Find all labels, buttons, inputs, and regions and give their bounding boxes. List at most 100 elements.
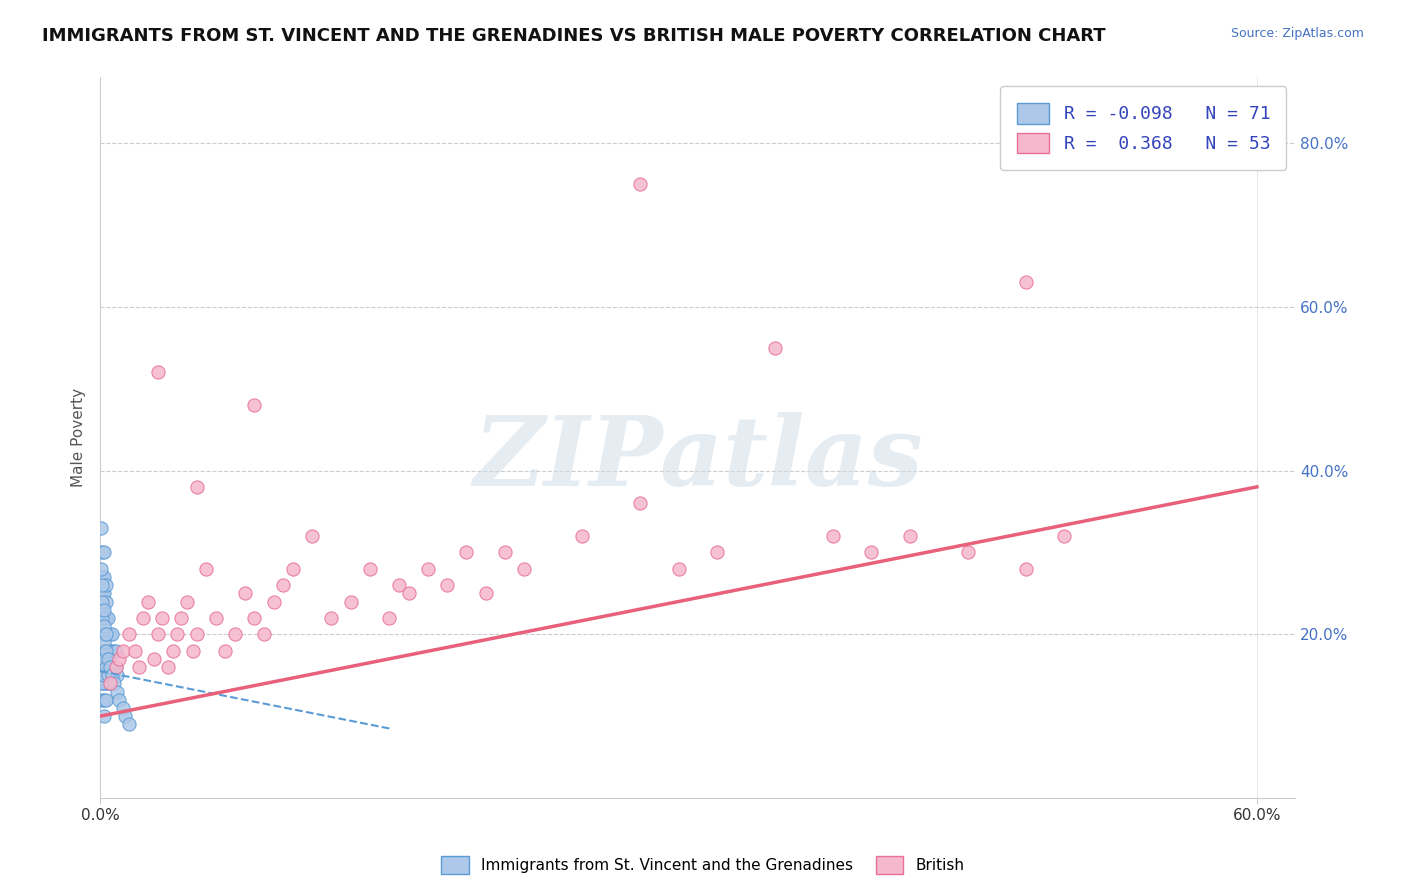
Point	[94, 627, 117, 641]
Point	[1014, 275, 1036, 289]
Point	[91, 660, 114, 674]
Point	[93, 545, 115, 559]
Point	[104, 660, 127, 674]
Point	[143, 652, 166, 666]
Point	[176, 594, 198, 608]
Point	[103, 676, 125, 690]
Point	[90, 521, 112, 535]
Point	[93, 660, 115, 674]
Point	[93, 603, 115, 617]
Point	[93, 668, 115, 682]
Point	[94, 676, 117, 690]
Point	[571, 529, 593, 543]
Point	[98, 676, 121, 690]
Point	[94, 594, 117, 608]
Point	[91, 578, 114, 592]
Point	[100, 668, 122, 682]
Point	[91, 676, 114, 690]
Point	[94, 643, 117, 657]
Point	[456, 545, 478, 559]
Point	[513, 562, 536, 576]
Point	[131, 611, 153, 625]
Point	[97, 643, 120, 657]
Point	[90, 562, 112, 576]
Point	[94, 660, 117, 674]
Point	[124, 643, 146, 657]
Point	[91, 643, 114, 657]
Point	[91, 660, 114, 674]
Point	[108, 693, 131, 707]
Legend: R = -0.098   N = 71, R =  0.368   N = 53: R = -0.098 N = 71, R = 0.368 N = 53	[1000, 87, 1286, 169]
Point	[668, 562, 690, 576]
Point	[214, 643, 236, 657]
Point	[359, 562, 381, 576]
Point	[93, 619, 115, 633]
Point	[98, 660, 121, 674]
Point	[94, 627, 117, 641]
Point	[93, 676, 115, 690]
Point	[91, 643, 114, 657]
Point	[170, 611, 193, 625]
Point	[224, 627, 246, 641]
Point	[91, 693, 114, 707]
Point	[97, 668, 120, 682]
Point	[93, 709, 115, 723]
Text: ZIPatlas: ZIPatlas	[472, 412, 922, 507]
Point	[628, 496, 651, 510]
Point	[1014, 562, 1036, 576]
Point	[93, 635, 115, 649]
Point	[93, 586, 115, 600]
Point	[146, 627, 169, 641]
Point	[97, 660, 120, 674]
Point	[146, 365, 169, 379]
Point	[91, 627, 114, 641]
Point	[93, 627, 115, 641]
Point	[93, 643, 115, 657]
Point	[91, 586, 114, 600]
Point	[388, 578, 411, 592]
Point	[416, 562, 439, 576]
Point	[100, 660, 122, 674]
Point	[263, 594, 285, 608]
Point	[243, 398, 266, 412]
Point	[166, 627, 188, 641]
Point	[128, 660, 150, 674]
Point	[271, 578, 294, 592]
Point	[860, 545, 883, 559]
Point	[301, 529, 323, 543]
Point	[398, 586, 420, 600]
Point	[94, 611, 117, 625]
Point	[103, 643, 125, 657]
Point	[474, 586, 496, 600]
Point	[378, 611, 401, 625]
Point	[763, 341, 786, 355]
Point	[321, 611, 343, 625]
Point	[233, 586, 256, 600]
Point	[112, 643, 135, 657]
Point	[150, 611, 173, 625]
Point	[253, 627, 276, 641]
Point	[98, 676, 121, 690]
Point	[195, 562, 218, 576]
Point	[94, 578, 117, 592]
Point	[628, 177, 651, 191]
Point	[94, 643, 117, 657]
Point	[186, 480, 208, 494]
Point	[97, 652, 120, 666]
Point	[118, 627, 141, 641]
Point	[162, 643, 184, 657]
Point	[91, 611, 114, 625]
Point	[339, 594, 361, 608]
Point	[97, 611, 120, 625]
Point	[97, 676, 120, 690]
Point	[100, 643, 122, 657]
Point	[181, 643, 204, 657]
Point	[100, 627, 122, 641]
Point	[91, 570, 114, 584]
Point	[93, 693, 115, 707]
Point	[93, 652, 115, 666]
Point	[97, 627, 120, 641]
Point	[204, 611, 226, 625]
Point	[956, 545, 979, 559]
Point	[94, 693, 117, 707]
